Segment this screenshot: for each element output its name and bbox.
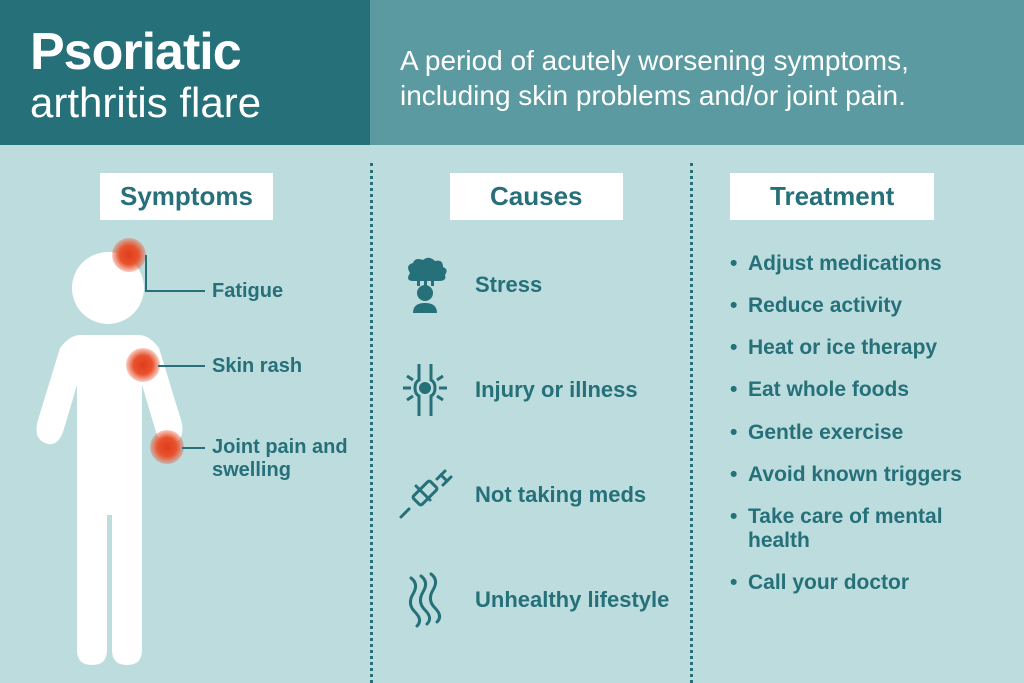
cause-label-3: Unhealthy lifestyle <box>475 587 669 612</box>
title-sub: arthritis flare <box>30 82 350 124</box>
header: Psoriatic arthritis flare A period of ac… <box>0 0 1024 145</box>
symptom-label-2: Joint pain and swelling <box>212 436 352 482</box>
column-treatment: Treatment Adjust medications Reduce acti… <box>690 145 1024 683</box>
treatment-item: Heat or ice therapy <box>730 336 1004 360</box>
symptom-label-0: Fatigue <box>212 280 283 303</box>
symptoms-heading: Symptoms <box>100 173 273 220</box>
treatment-item: Adjust medications <box>730 252 1004 276</box>
cause-item-lifestyle: Unhealthy lifestyle <box>390 565 670 635</box>
syringe-icon <box>390 460 460 530</box>
line-fatigue-v <box>145 255 147 290</box>
treatment-item: Gentle exercise <box>730 421 1004 445</box>
symptom-label-1: Skin rash <box>212 355 302 378</box>
cause-label-0: Stress <box>475 272 542 297</box>
title-main: Psoriatic <box>30 26 350 78</box>
header-subtitle-block: A period of acutely worsening symptoms, … <box>370 0 1024 145</box>
body: Symptoms Fatigue Skin rash <box>0 145 1024 683</box>
joint-icon <box>390 355 460 425</box>
treatment-item: Eat whole foods <box>730 378 1004 402</box>
treatment-list: Adjust medications Reduce activity Heat … <box>730 252 1004 595</box>
cause-label-1: Injury or illness <box>475 377 638 402</box>
line-rash-h <box>158 365 205 367</box>
figure-wrap: Fatigue Skin rash Joint pain and swellin… <box>30 240 350 670</box>
causes-heading: Causes <box>450 173 623 220</box>
stress-icon <box>390 250 460 320</box>
line-fatigue-h <box>145 290 205 292</box>
header-title-block: Psoriatic arthritis flare <box>0 0 370 145</box>
column-symptoms: Symptoms Fatigue Skin rash <box>0 145 370 683</box>
cause-item-stress: Stress <box>390 250 670 320</box>
cause-item-injury: Injury or illness <box>390 355 670 425</box>
hotspot-head <box>112 238 146 272</box>
column-causes: Causes Stress <box>370 145 690 683</box>
hotspot-chest <box>126 348 160 382</box>
infographic-container: Psoriatic arthritis flare A period of ac… <box>0 0 1024 683</box>
cause-label-2: Not taking meds <box>475 482 646 507</box>
treatment-item: Avoid known triggers <box>730 463 1004 487</box>
subtitle-text: A period of acutely worsening symptoms, … <box>400 43 984 113</box>
human-figure-icon <box>30 240 210 670</box>
cause-item-meds: Not taking meds <box>390 460 670 530</box>
hotspot-hand <box>150 430 184 464</box>
treatment-heading: Treatment <box>730 173 934 220</box>
treatment-item: Call your doctor <box>730 571 1004 595</box>
line-joint-h <box>182 447 205 449</box>
treatment-item: Reduce activity <box>730 294 1004 318</box>
treatment-item: Take care of mental health <box>730 505 1004 553</box>
bacon-icon <box>390 565 460 635</box>
causes-list: Stress Injury or illness <box>390 250 670 635</box>
